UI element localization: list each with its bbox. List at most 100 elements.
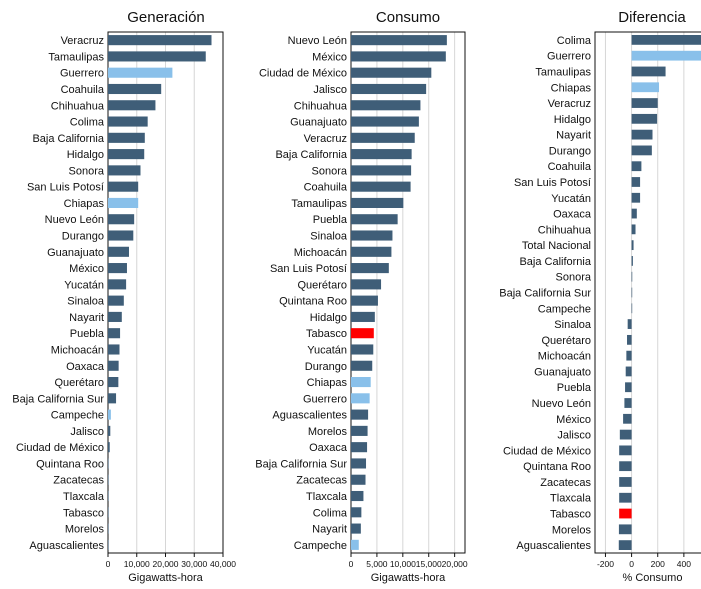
bar [108,100,156,111]
category-label: Tlaxcala [306,491,348,503]
bar [631,224,636,235]
bar [351,409,369,420]
bar [108,490,109,502]
x-tick-label: 200 [651,559,665,569]
bar [631,177,641,187]
x-axis-label: Gigawatts-hora [128,572,203,584]
bar [631,145,652,156]
bar [351,442,368,453]
category-label: Coahuila [548,161,592,173]
category-label: Aguascalientes [272,410,347,422]
chart-panel-1: Nuevo León México Ciudad de México Jalisco C… [255,9,468,584]
category-label: Durango [62,231,104,243]
bar [619,445,632,456]
category-label: Chihuahua [51,100,105,112]
category-label: Chihuahua [538,224,592,236]
x-tick-label: 30,000 [181,559,207,569]
bar [108,279,127,290]
category-label: Hidalgo [554,114,591,126]
bar [108,474,109,485]
category-label: Colima [557,35,592,47]
category-label: Guerrero [547,51,591,63]
x-tick-label: 40,000 [210,559,236,569]
x-tick-label: 20,000 [153,559,179,569]
category-label: Zacatecas [296,475,347,487]
category-label: México [69,263,104,275]
bar [351,474,366,485]
category-label: Sinaloa [554,319,592,331]
bar [351,344,374,355]
category-label: Guerrero [303,393,347,405]
category-label: Tamaulipas [535,66,591,78]
bar [351,197,404,209]
bar [631,129,653,140]
category-label: México [312,51,347,63]
x-tick-label: 0 [629,559,634,569]
category-label: Veracruz [61,35,104,47]
bar [351,539,359,550]
category-label: Sonora [556,272,592,284]
category-label: Baja California Sur [499,288,591,300]
bar [351,67,432,78]
bar [108,539,109,550]
bar [108,246,129,257]
x-axis-label: % Consumo [623,572,683,584]
bar [351,149,412,160]
category-label: Guanajuato [534,366,591,378]
bar [351,214,398,225]
bar [351,263,389,274]
bar [631,50,701,61]
bar [618,540,632,551]
category-label: Jalisco [70,426,104,438]
x-tick-label: 10,000 [390,559,416,569]
bar [108,425,111,436]
bar [351,507,362,518]
category-label: Coahuila [61,84,105,96]
category-label: Zacatecas [53,475,104,487]
category-label: México [556,414,591,426]
bar [351,311,375,322]
bar [108,344,120,355]
bar [108,523,109,534]
chart-panel-2: Colima Guerrero Tamaulipas Chiapas Veracruz H… [499,9,701,584]
bar [631,82,660,93]
bar [108,197,139,209]
bar [108,295,124,306]
category-label: Querétaro [297,279,347,291]
plot-frame [350,31,466,554]
category-label: Baja California Sur [12,393,104,405]
category-label: Ciudad de México [16,442,104,454]
category-label: Puebla [557,382,592,394]
x-tick-label: 5,000 [366,559,388,569]
category-label: Chiapas [64,198,105,210]
category-label: Hidalgo [310,312,347,324]
category-label: Yucatán [307,344,347,356]
x-tick-label: 10,000 [124,559,150,569]
category-label: Sinaloa [310,231,348,243]
category-label: Baja California [32,133,104,145]
bar [631,240,634,251]
category-label: Chiapas [307,377,348,389]
bar [619,477,632,487]
chart-title: Consumo [376,9,440,26]
category-label: Querétaro [54,377,104,389]
bar [631,303,633,314]
x-tick-label: 20,000 [442,559,468,569]
bar [108,51,206,62]
bar [627,334,632,345]
category-label: Nayarit [556,130,591,142]
bar [619,461,632,472]
category-label: Nayarit [312,524,347,536]
plot-frame [594,31,701,554]
bar [631,271,633,282]
bar [108,393,117,404]
category-label: Ciudad de México [259,68,347,80]
x-tick-label: 15,000 [416,559,442,569]
bar [108,230,134,241]
category-label: Campeche [538,303,591,315]
bar [631,34,701,45]
category-label: Querétaro [541,335,591,347]
category-label: Michoacán [51,344,104,356]
x-axis-label: Gigawatts-hora [371,572,446,584]
